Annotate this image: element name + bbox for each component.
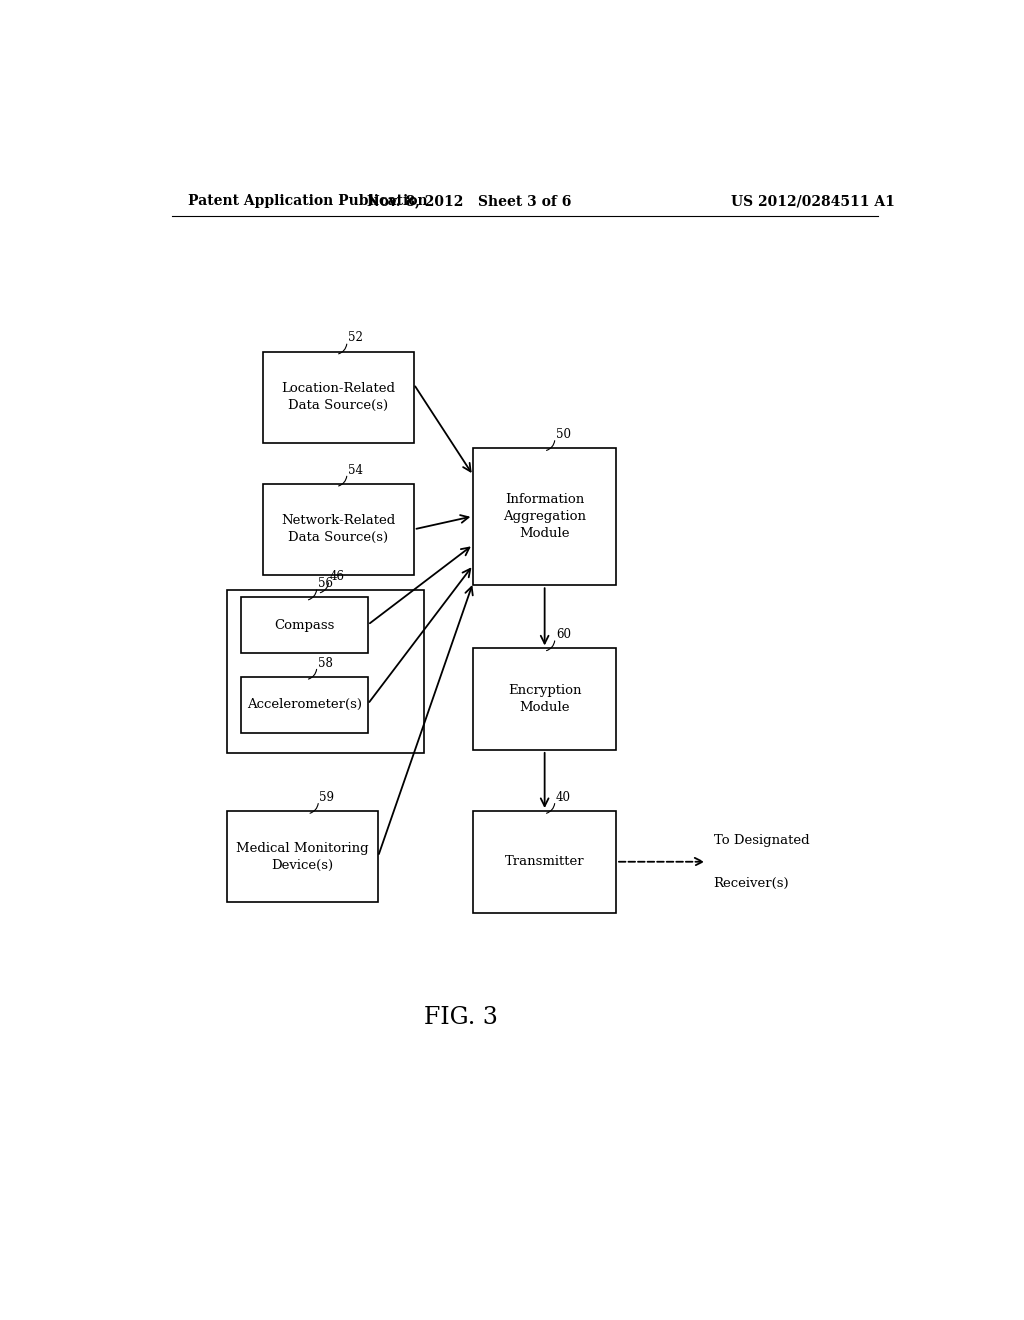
Text: To Designated: To Designated [714, 833, 809, 846]
FancyBboxPatch shape [241, 677, 368, 733]
Text: 50: 50 [556, 428, 570, 441]
Text: FIG. 3: FIG. 3 [424, 1006, 499, 1028]
FancyBboxPatch shape [241, 598, 368, 653]
Text: 40: 40 [556, 791, 570, 804]
Text: Information
Aggregation
Module: Information Aggregation Module [503, 494, 586, 540]
Text: Compass: Compass [274, 619, 335, 632]
FancyArrowPatch shape [618, 858, 702, 866]
Text: Accelerometer(s): Accelerometer(s) [247, 698, 361, 711]
Text: Nov. 8, 2012   Sheet 3 of 6: Nov. 8, 2012 Sheet 3 of 6 [367, 194, 571, 209]
Text: US 2012/0284511 A1: US 2012/0284511 A1 [731, 194, 895, 209]
FancyBboxPatch shape [263, 483, 414, 576]
FancyBboxPatch shape [227, 810, 378, 903]
Text: Transmitter: Transmitter [505, 855, 585, 869]
Text: 56: 56 [317, 577, 333, 590]
Text: 46: 46 [330, 570, 344, 583]
Text: 54: 54 [348, 463, 362, 477]
Text: Receiver(s): Receiver(s) [714, 876, 790, 890]
Text: Encryption
Module: Encryption Module [508, 684, 582, 714]
Text: Location-Related
Data Source(s): Location-Related Data Source(s) [282, 383, 395, 412]
Text: Medical Monitoring
Device(s): Medical Monitoring Device(s) [237, 842, 369, 871]
Text: Patent Application Publication: Patent Application Publication [187, 194, 427, 209]
Text: 59: 59 [319, 791, 334, 804]
FancyBboxPatch shape [227, 590, 424, 752]
FancyBboxPatch shape [473, 810, 616, 912]
FancyBboxPatch shape [263, 351, 414, 444]
Text: 58: 58 [317, 656, 333, 669]
FancyBboxPatch shape [473, 648, 616, 750]
Text: 52: 52 [348, 331, 362, 345]
Text: Network-Related
Data Source(s): Network-Related Data Source(s) [282, 515, 395, 544]
Text: 60: 60 [556, 628, 570, 642]
FancyBboxPatch shape [473, 447, 616, 585]
